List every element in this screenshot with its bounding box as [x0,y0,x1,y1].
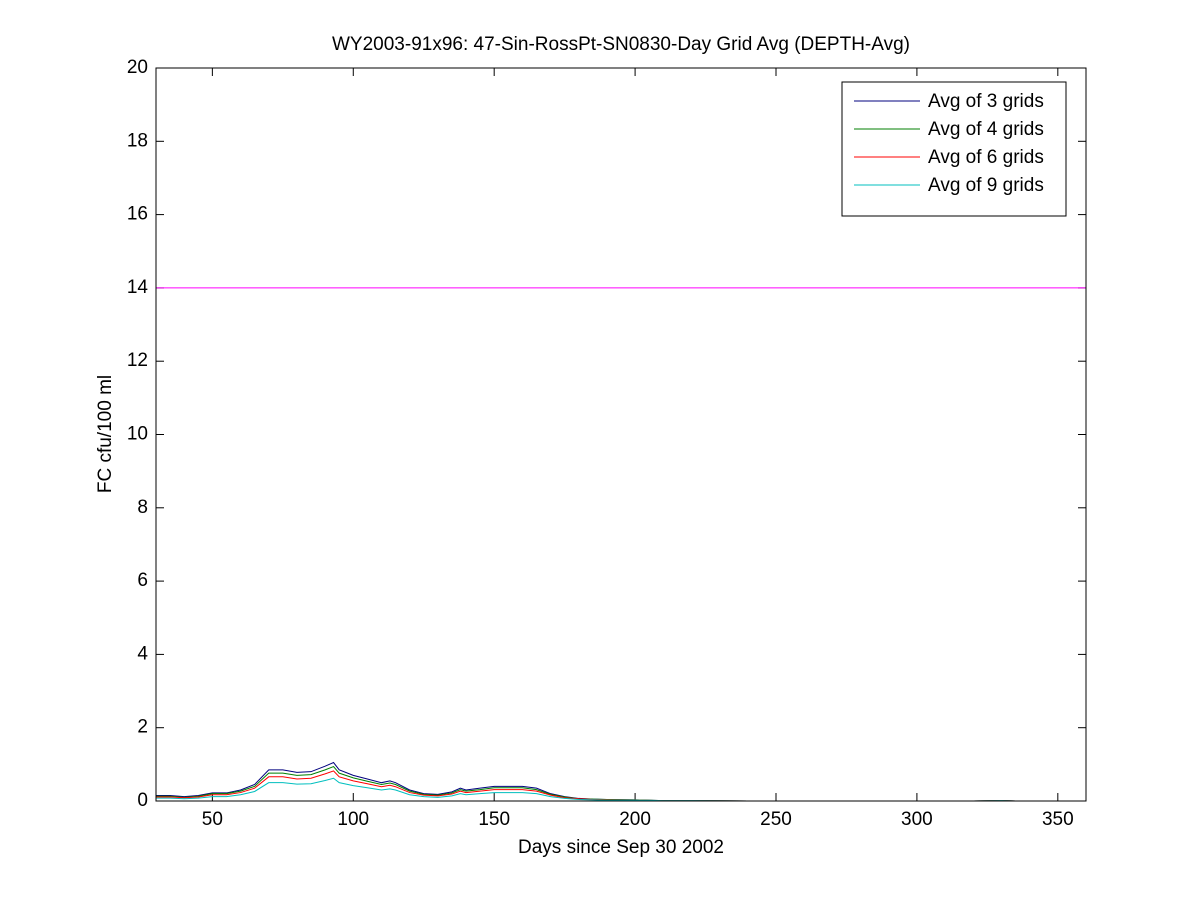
x-tick-label: 100 [337,809,369,830]
legend-label: Avg of 9 grids [928,175,1044,196]
plot-frame [155,67,1087,802]
legend-label: Avg of 3 grids [928,91,1044,112]
y-tick-label: 14 [127,277,149,298]
y-tick-label: 16 [127,204,148,225]
legend-label: Avg of 6 grids [928,147,1044,168]
y-tick-label: 12 [127,350,148,371]
legend-box [841,81,1067,217]
x-tick-label: 50 [202,809,223,830]
x-tick-label: 200 [619,809,651,830]
y-tick-label: 6 [137,570,148,591]
y-tick-label: 4 [137,643,148,664]
chart-title: WY2003-91x96: 47-Sin-RossPt-SN0830-Day G… [332,34,910,55]
y-tick-label: 18 [127,130,148,151]
x-tick-label: 150 [478,809,510,830]
y-tick-label: 8 [137,497,148,518]
x-tick-label: 300 [901,809,933,830]
legend-label: Avg of 4 grids [928,119,1044,140]
y-tick-label: 10 [127,424,148,445]
x-tick-label: 350 [1042,809,1074,830]
y-tick-label: 2 [137,717,148,738]
y-tick-label: 0 [137,790,148,811]
y-axis-label: FC cfu/100 ml [95,375,116,493]
x-axis-label: Days since Sep 30 2002 [518,837,724,858]
y-tick-label: 20 [127,57,148,78]
x-tick-label: 250 [760,809,792,830]
